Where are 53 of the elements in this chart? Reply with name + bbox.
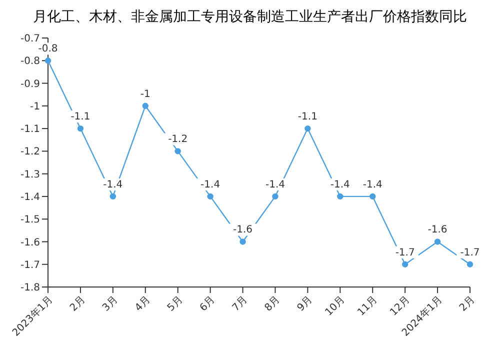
x-tick-label: 10月 xyxy=(323,294,348,318)
y-tick-label: -1.2 xyxy=(20,146,40,158)
data-label: -1.1 xyxy=(298,112,318,123)
x-tick-label: 5月 xyxy=(166,294,185,314)
point xyxy=(304,125,311,132)
data-label: -1.4 xyxy=(103,179,123,190)
y-tick-label: -1.5 xyxy=(20,214,40,226)
x-tick-label: 2月 xyxy=(458,294,478,314)
data-label: -1.4 xyxy=(362,179,382,190)
x-tick-label: 11月 xyxy=(356,294,380,318)
x-tick-label: 8月 xyxy=(263,294,282,314)
data-label: -1.4 xyxy=(330,179,350,190)
y-tick-label: -1.8 xyxy=(20,282,40,294)
point xyxy=(207,193,214,200)
point xyxy=(466,261,474,268)
y-tick-label: -0.9 xyxy=(20,78,40,90)
point xyxy=(44,58,52,64)
y-tick-label: -1 xyxy=(30,101,40,112)
data-label: -1.4 xyxy=(265,179,285,190)
x-tick-label: 2月 xyxy=(68,294,88,314)
data-label: -1.7 xyxy=(460,247,480,258)
data-label: -1.2 xyxy=(168,134,188,146)
data-label: -1.7 xyxy=(395,247,415,258)
point xyxy=(77,125,84,132)
x-tick-label: 3月 xyxy=(100,294,120,314)
x-tick-label: 7月 xyxy=(230,294,250,314)
point xyxy=(402,261,408,268)
point xyxy=(272,193,278,200)
point xyxy=(337,193,344,200)
point xyxy=(174,148,181,154)
x-tick-label: 9月 xyxy=(295,294,315,314)
point xyxy=(110,193,116,200)
y-tick-label: -1.7 xyxy=(20,260,40,271)
point xyxy=(370,193,376,200)
y-tick-label: -1.3 xyxy=(20,169,40,180)
point xyxy=(240,238,246,245)
data-label: -1.6 xyxy=(428,224,448,236)
data-label: -1 xyxy=(140,88,150,100)
y-tick-label: -0.7 xyxy=(20,34,40,45)
data-label: -1.4 xyxy=(200,179,220,190)
y-tick-label: -1.4 xyxy=(20,192,40,204)
x-tick-label: 6月 xyxy=(198,294,218,314)
x-tick-label: 12月 xyxy=(388,294,412,318)
chart-title: 月化工、木材、非金属加工专用设备制造工业生产者出厂价格指数同比 xyxy=(32,8,468,27)
x-tick-label: 4月 xyxy=(133,294,153,314)
data-label: -0.8 xyxy=(38,44,58,55)
y-tick-label: -1.1 xyxy=(20,124,40,136)
y-tick-label: -0.8 xyxy=(20,56,40,68)
data-label: -1.6 xyxy=(233,224,253,236)
y-tick-label: -1.6 xyxy=(20,237,40,248)
point xyxy=(434,238,441,245)
data-label: -1.1 xyxy=(70,112,90,123)
point xyxy=(142,102,148,110)
